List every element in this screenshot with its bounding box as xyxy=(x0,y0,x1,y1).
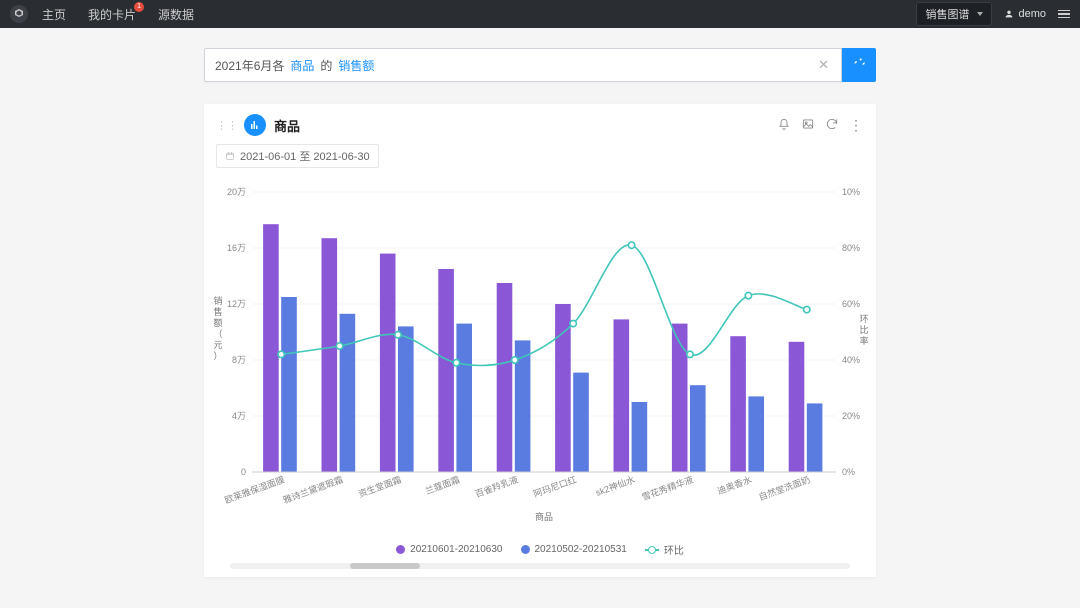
svg-text:雅诗兰黛遮瑕霜: 雅诗兰黛遮瑕霜 xyxy=(281,474,344,506)
svg-text:12万: 12万 xyxy=(227,299,246,309)
clear-search-icon[interactable]: ✕ xyxy=(816,57,831,73)
nav-item-1[interactable]: 我的卡片1 xyxy=(88,6,136,23)
search-input[interactable]: 2021年6月各商品的销售额 ✕ xyxy=(204,48,842,82)
more-icon[interactable]: ⋮ xyxy=(849,117,864,134)
menu-icon[interactable] xyxy=(1058,10,1070,19)
svg-text:雪花秀精华液: 雪花秀精华液 xyxy=(640,474,695,503)
svg-text:阿玛尼口红: 阿玛尼口红 xyxy=(532,474,578,500)
horizontal-scrollbar[interactable] xyxy=(230,563,850,569)
svg-text:额: 额 xyxy=(213,317,222,328)
logo-icon[interactable] xyxy=(10,5,28,23)
chart-type-badge[interactable] xyxy=(244,114,266,136)
svg-text:自然堂洗面奶: 自然堂洗面奶 xyxy=(757,474,812,503)
scrollbar-thumb[interactable] xyxy=(350,563,420,569)
alert-icon[interactable] xyxy=(777,117,791,131)
notification-badge: 1 xyxy=(134,2,144,12)
svg-text:资生堂面霜: 资生堂面霜 xyxy=(357,474,403,500)
user-name: demo xyxy=(1018,8,1046,20)
svg-text:16万: 16万 xyxy=(227,243,246,253)
nav-item-0[interactable]: 主页 xyxy=(42,6,66,23)
svg-text:销: 销 xyxy=(213,295,222,306)
drag-handle-icon[interactable]: ⋮⋮ xyxy=(216,119,238,132)
svg-text:元: 元 xyxy=(213,340,222,350)
svg-text:0%: 0% xyxy=(842,467,855,477)
svg-text:欧莱雅保湿面膜: 欧莱雅保湿面膜 xyxy=(223,474,286,506)
svg-text:0: 0 xyxy=(241,467,246,477)
svg-text:迪奥香水: 迪奥香水 xyxy=(715,474,753,497)
search-token: 的 xyxy=(320,59,332,73)
svg-text:比: 比 xyxy=(859,324,868,335)
result-card: ⋮⋮ 商品 ⋮ 2021-06-01 至 2021-06-30 0 4万 8万 12万… xyxy=(204,104,876,577)
legend-item[interactable]: 环比 xyxy=(645,542,684,557)
user-menu[interactable]: demo xyxy=(1004,8,1046,20)
image-icon[interactable] xyxy=(801,117,815,131)
svg-text:8万: 8万 xyxy=(232,355,246,365)
selector-label: 销售图谱 xyxy=(925,6,969,22)
calendar-icon xyxy=(225,151,235,161)
svg-text:sk2神仙水: sk2神仙水 xyxy=(594,474,636,498)
svg-text:60%: 60% xyxy=(842,299,860,309)
refresh-icon[interactable] xyxy=(825,117,839,131)
card-title: 商品 xyxy=(274,116,300,135)
user-icon xyxy=(1004,9,1014,19)
magic-wand-icon xyxy=(851,57,867,73)
date-range-label: 2021-06-01 至 2021-06-30 xyxy=(240,148,370,164)
svg-text:百雀羚乳液: 百雀羚乳液 xyxy=(473,474,519,500)
svg-text:80%: 80% xyxy=(842,243,860,253)
search-token: 2021年6月各 xyxy=(215,59,284,73)
chart-legend: 20210601-20210630 20210502-20210531 环比 xyxy=(204,542,876,557)
bar-chart-icon xyxy=(249,119,261,131)
svg-text:20万: 20万 xyxy=(227,187,246,197)
chevron-down-icon xyxy=(977,12,983,16)
svg-text:40%: 40% xyxy=(842,355,860,365)
search-token: 商品 xyxy=(290,59,314,73)
svg-text:率: 率 xyxy=(859,335,868,346)
run-search-button[interactable] xyxy=(842,48,876,82)
svg-text:20%: 20% xyxy=(842,411,860,421)
search-token: 销售额 xyxy=(338,59,374,73)
svg-text:10%: 10% xyxy=(842,187,860,197)
svg-text:4万: 4万 xyxy=(232,411,246,421)
date-range-picker[interactable]: 2021-06-01 至 2021-06-30 xyxy=(216,144,379,168)
sales-chart: 0 4万 8万 12万 16万 20万 0% 20% 40% 60% 80% 10% 销售额（元） 环比率… xyxy=(204,178,876,538)
svg-text:兰蔻面霜: 兰蔻面霜 xyxy=(423,474,461,497)
legend-item[interactable]: 20210502-20210531 xyxy=(521,542,627,557)
svg-text:商品: 商品 xyxy=(535,511,553,522)
svg-text:）: ） xyxy=(213,351,222,361)
svg-text:（: （ xyxy=(213,329,222,339)
legend-item[interactable]: 20210601-20210630 xyxy=(396,542,502,557)
knowledge-graph-selector[interactable]: 销售图谱 xyxy=(916,2,992,26)
svg-text:售: 售 xyxy=(213,306,222,317)
search-text: 2021年6月各商品的销售额 xyxy=(215,57,816,74)
nav-item-2[interactable]: 源数据 xyxy=(158,6,194,23)
svg-text:环: 环 xyxy=(859,314,868,324)
